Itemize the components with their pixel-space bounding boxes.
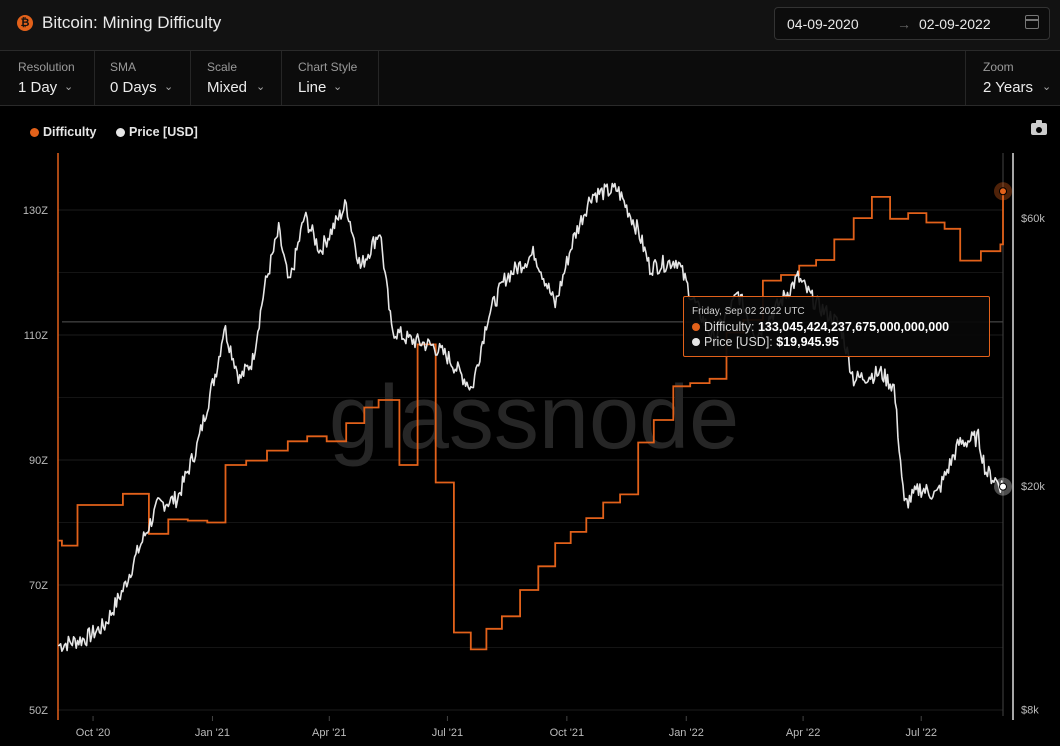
zoom-value: 2 Years: [983, 79, 1034, 96]
chevron-down-icon: ⌄: [256, 81, 266, 93]
tooltip-price-row: Price [USD]: $19,945.95: [692, 335, 839, 349]
chart-controls: Resolution 1 Day ⌄ SMA 0 Days ⌄ Scale Mi…: [0, 51, 1060, 106]
legend-item-difficulty[interactable]: Difficulty: [30, 125, 96, 139]
chevron-down-icon: ⌄: [164, 81, 174, 93]
chevron-down-icon: ⌄: [333, 81, 343, 93]
sma-value: 0 Days: [110, 79, 157, 96]
y-tick-label: 50Z: [29, 705, 48, 717]
sma-dropdown[interactable]: SMA 0 Days ⌄: [94, 51, 191, 105]
y-tick-label: $20k: [1021, 481, 1045, 493]
scale-dropdown[interactable]: Scale Mixed ⌄: [190, 51, 282, 105]
page-title: Bitcoin: Mining Difficulty: [42, 13, 222, 32]
scale-label: Scale: [207, 60, 238, 74]
x-tick-label: Oct '20: [76, 727, 111, 739]
camera-icon[interactable]: [1031, 120, 1047, 135]
legend-price-label: Price [USD]: [129, 125, 198, 139]
y-tick-label: $8k: [1021, 705, 1039, 717]
price-dot-icon: [692, 338, 700, 346]
date-start[interactable]: 04-09-2020: [787, 16, 859, 32]
hover-markers: [994, 182, 1012, 496]
zoom-label: Zoom: [983, 60, 1014, 74]
y-axis-right: $8k $20k $60k: [1021, 213, 1045, 717]
x-tick-label: Jan '21: [195, 727, 230, 739]
header-bar: ₿ Bitcoin: Mining Difficulty 04-09-2020 …: [0, 0, 1060, 51]
y-tick-label: 130Z: [23, 205, 48, 217]
tooltip-price-label: Price [USD]:: [704, 335, 773, 349]
difficulty-dot-icon: [30, 128, 39, 137]
y-tick-label: 70Z: [29, 580, 48, 592]
tooltip-difficulty-value: 133,045,424,237,675,000,000,000: [757, 320, 950, 334]
date-range-picker[interactable]: 04-09-2020 → 02-09-2022: [774, 7, 1050, 40]
sma-label: SMA: [110, 60, 137, 74]
x-tick-label: Jul '22: [905, 727, 936, 739]
y-tick-label: 90Z: [29, 455, 48, 467]
zoom-dropdown[interactable]: Zoom 2 Years ⌄: [965, 51, 1060, 105]
tooltip-price-value: $19,945.95: [776, 335, 839, 349]
arrow-right-icon: →: [897, 16, 911, 32]
chart-tooltip: Friday, Sep 02 2022 UTC Difficulty: 133,…: [683, 296, 990, 357]
tooltip-difficulty-label: Difficulty:: [704, 320, 755, 334]
x-tick-label: Apr '22: [786, 727, 821, 739]
resolution-value: 1 Day: [18, 79, 58, 96]
calendar-icon[interactable]: [1025, 15, 1039, 29]
bitcoin-icon: ₿: [17, 15, 33, 31]
chart-style-value: Line: [298, 79, 327, 96]
chart-style-label: Chart Style: [298, 60, 358, 74]
legend-difficulty-label: Difficulty: [43, 125, 97, 139]
difficulty-hover-point: [999, 187, 1007, 196]
date-end[interactable]: 02-09-2022: [919, 16, 991, 32]
legend-item-price[interactable]: Price [USD]: [116, 125, 198, 139]
y-axis-left: 50Z 70Z 90Z 110Z 130Z: [23, 205, 48, 717]
y-tick-label: $60k: [1021, 213, 1045, 225]
difficulty-dot-icon: [692, 323, 700, 331]
scale-value: Mixed: [207, 79, 248, 96]
y-tick-label: 110Z: [24, 330, 49, 342]
difficulty-series-line: [58, 191, 1004, 651]
x-tick-label: Apr '21: [312, 727, 347, 739]
x-tick-label: Jul '21: [432, 727, 463, 739]
watermark: glassnode: [329, 368, 739, 468]
x-tick-label: Jan '22: [669, 727, 704, 739]
price-hover-point: [999, 482, 1007, 491]
chart-style-dropdown[interactable]: Chart Style Line ⌄: [281, 51, 379, 105]
tooltip-date: Friday, Sep 02 2022 UTC: [692, 306, 805, 317]
chevron-down-icon: ⌄: [64, 81, 74, 93]
price-dot-icon: [116, 128, 125, 137]
resolution-dropdown[interactable]: Resolution 1 Day ⌄: [0, 51, 95, 105]
tooltip-difficulty-row: Difficulty: 133,045,424,237,675,000,000,…: [692, 320, 949, 334]
x-tick-label: Oct '21: [550, 727, 585, 739]
chevron-down-icon: ⌄: [1042, 81, 1052, 93]
x-axis: Oct '20 Jan '21 Apr '21 Jul '21 Oct '21 Jan '…: [76, 716, 937, 739]
resolution-label: Resolution: [18, 60, 75, 74]
